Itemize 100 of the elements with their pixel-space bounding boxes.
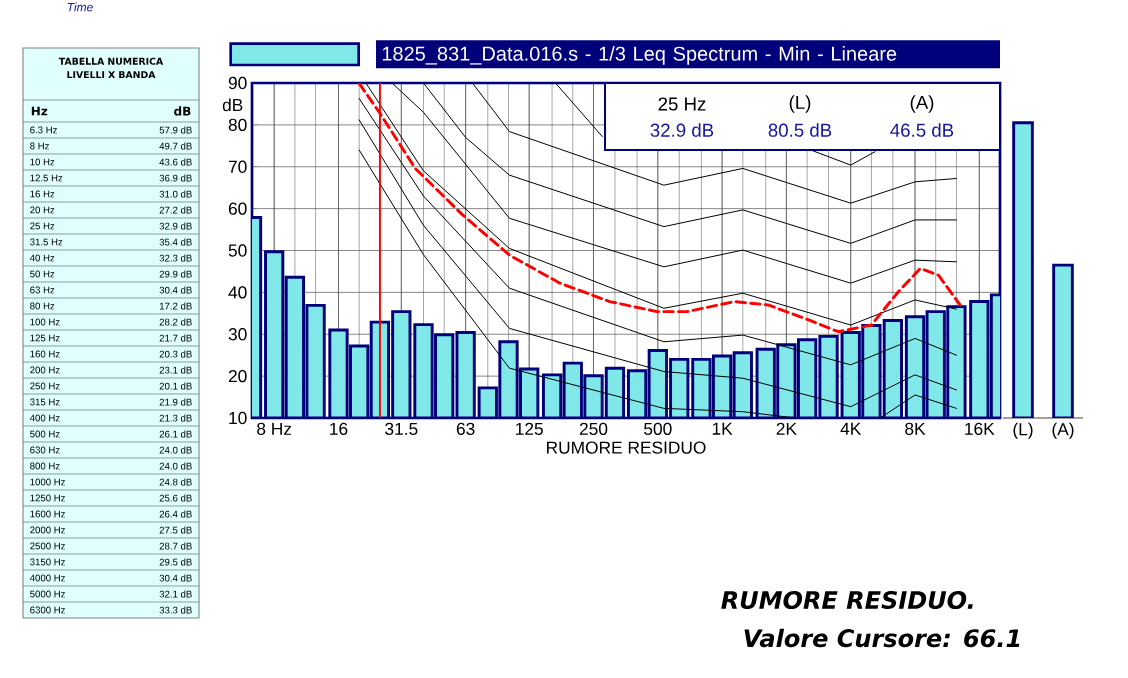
text: 20.3 dB	[159, 350, 192, 358]
category-label: 2000 Hz	[30, 526, 65, 534]
annotation: (A)	[910, 95, 934, 113]
x-tick-label: (A)	[1052, 422, 1074, 439]
text: 32.9 dB	[159, 222, 192, 230]
text: 29.5 dB	[159, 558, 192, 566]
text: Valore Cursore: 66.1	[744, 628, 1020, 648]
annotation: 25 Hz	[658, 97, 706, 111]
category-label: 40 Hz	[29, 254, 55, 262]
y-tick-label: 80	[228, 118, 247, 132]
category-label: 80 Hz	[30, 302, 55, 310]
x-axis-title: RUMORE RESIDUO	[547, 441, 706, 454]
text: 28.7 dB	[159, 542, 192, 550]
category-label: 63 Hz	[30, 286, 55, 294]
text: 30.4 dB	[159, 286, 192, 294]
x-tick-label: 31.5	[385, 422, 418, 435]
category-label: 20 Hz	[30, 206, 55, 214]
x-tick-label: 16K	[965, 422, 995, 435]
text: 57.9 dB	[159, 126, 192, 134]
text: dB	[174, 106, 191, 116]
category-label: 100 Hz	[30, 318, 60, 326]
annotation: (L)	[789, 95, 811, 113]
text: 24.0 dB	[159, 446, 192, 454]
x-tick-label: 63	[456, 422, 475, 435]
y-tick-label: 90	[228, 76, 247, 90]
text: 25.6 dB	[159, 494, 192, 502]
x-tick-label: 4K	[840, 422, 862, 435]
text: 24.0 dB	[159, 462, 192, 470]
text: 29.9 dB	[159, 270, 192, 278]
text: 35.4 dB	[159, 238, 192, 246]
category-label: 6300 Hz	[30, 606, 65, 614]
category-label: 800 Hz	[30, 462, 60, 470]
text: 36.9 dB	[159, 174, 192, 182]
text: Hz	[31, 106, 48, 116]
category-label: 1000 Hz	[30, 478, 65, 486]
text: 49.7 dB	[159, 142, 192, 150]
text: 21.3 dB	[159, 414, 192, 422]
text: 21.7 dB	[159, 334, 192, 342]
text: TABELLA NUMERICA LIVELLI X BANDA	[58, 57, 164, 78]
text: 27.5 dB	[159, 526, 192, 534]
category-label: 1600 Hz	[30, 510, 65, 518]
text: 24.8 dB	[159, 478, 192, 486]
x-tick-label: 1K	[712, 422, 733, 435]
category-label: 31.5 Hz	[30, 238, 63, 246]
x-tick-label: 16	[330, 422, 348, 435]
y-tick-label: 20	[228, 369, 247, 383]
category-label: 400 Hz	[29, 414, 60, 422]
category-label: 10 Hz	[30, 158, 55, 166]
x-tick-label: 8 Hz	[257, 422, 292, 435]
text: 27.2 dB	[159, 206, 192, 214]
category-label: 25 Hz	[30, 222, 55, 230]
y-tick-label: 10	[229, 411, 247, 425]
category-label: 125 Hz	[30, 334, 60, 342]
y-tick-label: 40	[228, 286, 247, 299]
y-tick-label: 50	[228, 244, 247, 257]
x-tick-label: 125	[516, 422, 543, 435]
category-label: 200 Hz	[30, 366, 60, 374]
text: 26.4 dB	[159, 510, 192, 518]
category-label: 2500 Hz	[30, 542, 65, 550]
y-tick-label: 70	[228, 160, 247, 173]
text: 23.1 dB	[159, 366, 192, 374]
text: Time	[67, 2, 93, 12]
y-axis-title: dB	[222, 98, 243, 112]
category-label: 6.3 Hz	[30, 126, 57, 134]
text: 17.2 dB	[159, 302, 192, 310]
text: 21.9 dB	[159, 398, 192, 406]
category-label: 5000 Hz	[30, 590, 65, 598]
category-label: 3150 Hz	[30, 558, 65, 566]
y-tick-label: 30	[228, 328, 247, 341]
category-label: 50 Hz	[30, 270, 55, 278]
category-label: 16 Hz	[30, 190, 55, 198]
text: 33.3 dB	[159, 606, 192, 614]
category-label: 500 Hz	[30, 430, 60, 438]
category-label: 4000 Hz	[29, 574, 65, 582]
annotation: 46.5 dB	[890, 123, 954, 137]
category-label: 12.5 Hz	[30, 174, 63, 182]
category-label: 8 Hz	[30, 142, 49, 150]
category-label: 160 Hz	[30, 350, 60, 358]
annotation: 80.5 dB	[768, 123, 832, 137]
text: 32.1 dB	[159, 590, 192, 598]
text: 20.1 dB	[159, 382, 192, 390]
text: 30.4 dB	[159, 574, 192, 582]
text: 32.3 dB	[159, 254, 192, 262]
text: RUMORE RESIDUO.	[721, 590, 973, 610]
x-tick-label: (L)	[1013, 422, 1033, 439]
x-tick-label: 250	[579, 422, 608, 435]
x-tick-label: 8K	[905, 422, 926, 435]
text: 26.1 dB	[159, 430, 192, 438]
x-tick-label: 500	[644, 422, 672, 435]
category-label: 315 Hz	[30, 398, 60, 406]
annotation: 32.9 dB	[650, 123, 714, 137]
category-label: 630 Hz	[30, 446, 60, 454]
category-label: 250 Hz	[30, 382, 60, 390]
category-label: 1250 Hz	[30, 494, 65, 502]
text: 1825_831_Data.016.s - 1/3 Leq Spectrum - Min - Lineare	[382, 46, 897, 65]
x-tick-label: 2K	[776, 422, 797, 435]
text: 43.6 dB	[159, 158, 192, 166]
text: 28.2 dB	[159, 318, 192, 326]
y-tick-label: 60	[228, 202, 247, 215]
text: 31.0 dB	[159, 190, 192, 198]
